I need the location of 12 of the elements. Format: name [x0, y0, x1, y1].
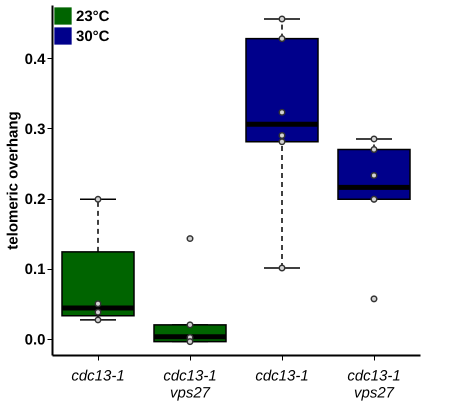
legend-label: 30°C — [76, 28, 110, 45]
y-tick-label: 0.2 — [24, 191, 46, 208]
y-tick-label: 0.3 — [24, 120, 46, 138]
x-tick-label: cdc13-1 — [255, 368, 309, 384]
x-tick-label: cdc13-1 — [71, 368, 125, 384]
y-tick-label: 0.0 — [24, 331, 46, 348]
y-axis-title: telomeric overhang — [4, 111, 22, 250]
legend-label: 23°C — [76, 8, 110, 25]
y-tick-label: 0.1 — [24, 261, 46, 278]
y-tick-label: 0.4 — [24, 50, 46, 68]
x-tick-label: cdc13-1 vps27 — [163, 368, 217, 402]
x-tick-label: cdc13-1 vps27 — [347, 368, 401, 402]
